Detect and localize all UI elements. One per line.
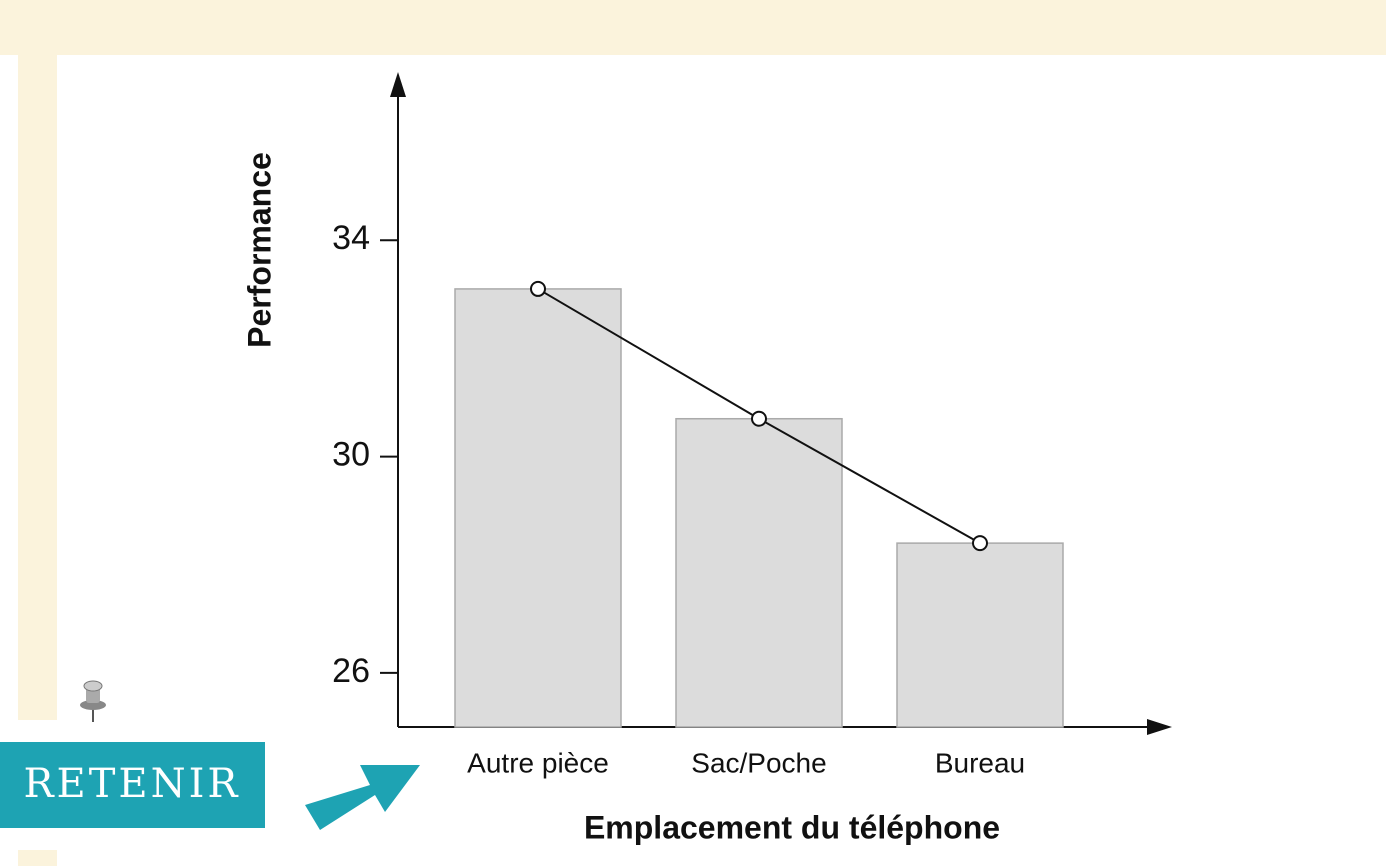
y-axis-title: Performance (241, 152, 277, 348)
line-marker (530, 280, 546, 297)
badge-text: RETENIR (23, 761, 240, 807)
top-band (0, 0, 1386, 55)
bar (896, 542, 1064, 728)
y-tick-label: 34 (332, 219, 370, 257)
bar (675, 417, 843, 728)
y-axis-arrow (390, 72, 406, 97)
pushpin (80, 680, 106, 722)
line-marker (972, 535, 988, 552)
y-tick-label: 30 (332, 436, 370, 474)
x-tick-label: Bureau (935, 747, 1025, 778)
bar (454, 288, 622, 728)
arrow (305, 765, 420, 830)
x-tick-label: Autre pièce (467, 747, 609, 778)
left-band (18, 0, 57, 720)
left-band-bottom (18, 850, 57, 866)
x-tick-label: Sac/Poche (691, 747, 826, 778)
x-axis-title: Emplacement du téléphone (584, 809, 1000, 845)
y-tick-label: 26 (332, 652, 370, 690)
line-marker (751, 410, 767, 427)
badge-box (0, 742, 265, 828)
x-axis-arrow (1147, 719, 1172, 735)
